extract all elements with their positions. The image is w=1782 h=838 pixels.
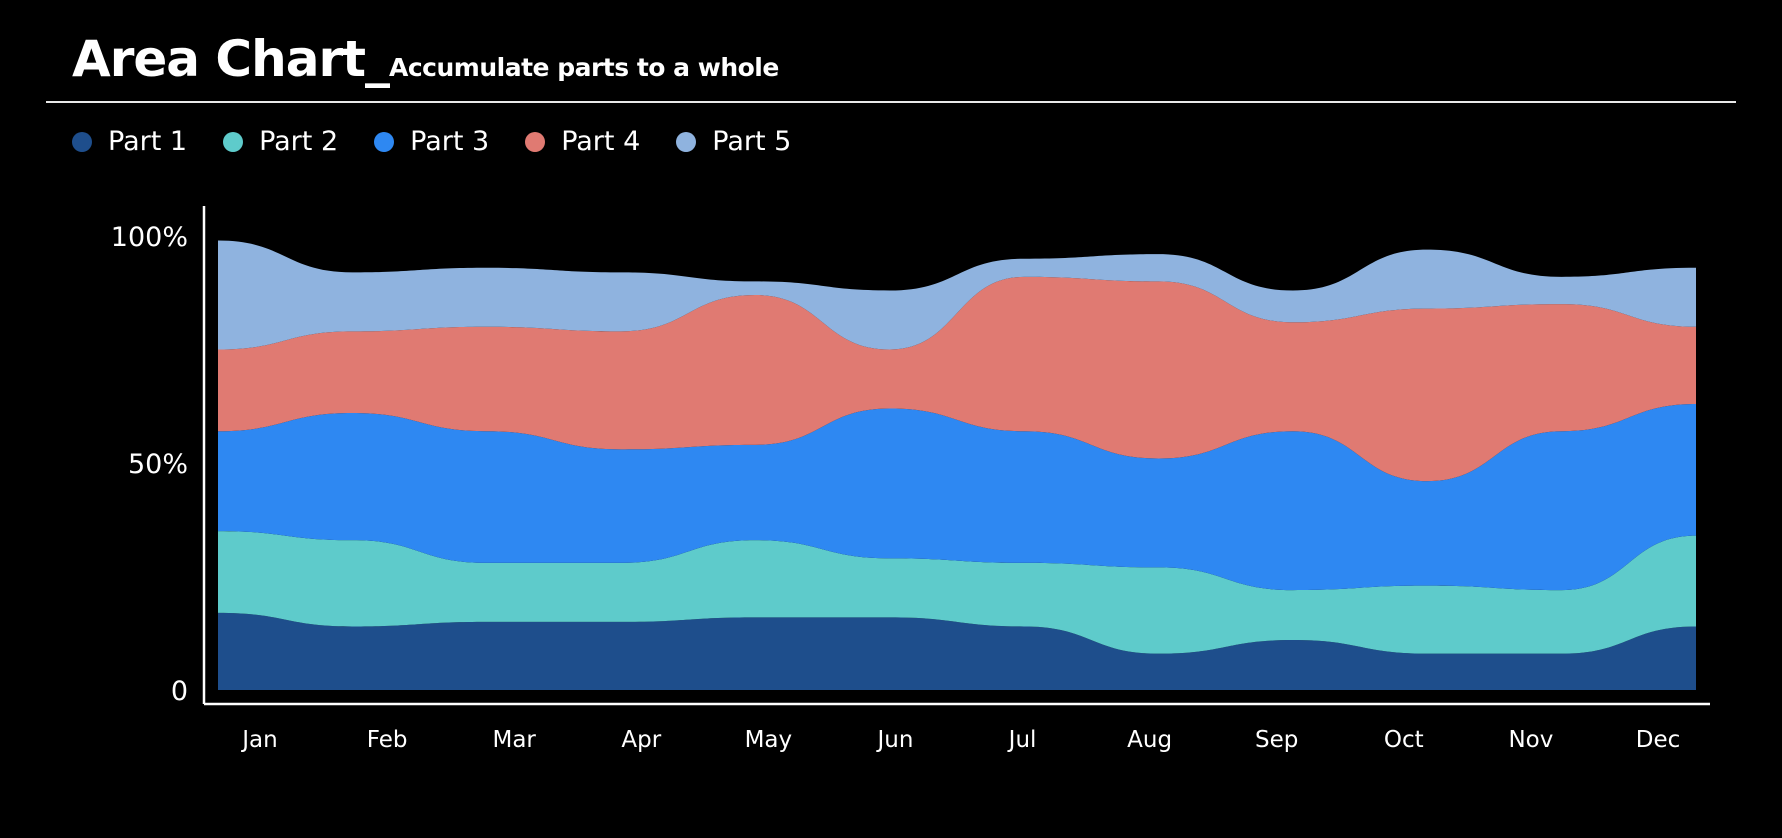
legend-dot-part-3: [374, 131, 395, 152]
chart-subtitle: Accumulate parts to a whole: [389, 53, 779, 82]
legend-label-part-5: Part 5: [712, 126, 792, 157]
chart-title: Area Chart_Accumulate parts to a whole: [72, 30, 779, 88]
legend-item-part-2: Part 2: [223, 126, 338, 157]
title-divider: [46, 101, 1736, 103]
legend-item-part-1: Part 1: [72, 126, 187, 157]
chart-title-main: Area Chart_: [72, 30, 390, 88]
x-tick-label-dec: Dec: [1636, 727, 1681, 753]
area-series-group: [218, 240, 1696, 690]
x-tick-label-mar: Mar: [492, 727, 536, 753]
y-tick-label: 100%: [111, 222, 188, 253]
x-axis-ticks: Jan Feb Mar Apr May Jun Jul Aug Sep Oct Nov Dec: [240, 727, 1680, 753]
legend-dot-part-2: [223, 131, 244, 152]
legend-label-part-4: Part 4: [561, 126, 641, 157]
area-series-part-5: [218, 240, 1696, 350]
legend-item-part-5: Part 5: [676, 126, 791, 157]
x-tick-label-sep: Sep: [1255, 727, 1298, 753]
area-series-part-2: [218, 531, 1696, 654]
x-tick-label-feb: Feb: [367, 727, 408, 753]
x-tick-label-aug: Aug: [1127, 727, 1172, 753]
area-series-part-4: [218, 276, 1696, 482]
y-axis-ticks: 0 50% 100%: [111, 222, 188, 707]
legend: Part 1 Part 2 Part 3 Part 4 Part 5: [72, 126, 827, 157]
legend-label-part-3: Part 3: [410, 126, 490, 157]
area-series-part-3: [218, 403, 1696, 591]
legend-label-part-1: Part 1: [108, 126, 188, 157]
area-series-part-1: [218, 612, 1696, 690]
legend-dot-part-1: [72, 131, 92, 152]
x-tick-label-may: May: [745, 727, 793, 753]
x-tick-label-apr: Apr: [621, 727, 661, 753]
legend-dot-part-4: [525, 131, 546, 152]
x-tick-label-jul: Jul: [1007, 727, 1037, 753]
x-tick-label-jan: Jan: [240, 727, 277, 753]
legend-dot-part-5: [676, 131, 697, 152]
legend-item-part-3: Part 3: [374, 126, 489, 157]
legend-label-part-2: Part 2: [259, 126, 339, 157]
y-tick-label: 0: [171, 676, 188, 707]
x-tick-label-oct: Oct: [1384, 727, 1424, 753]
x-tick-label-nov: Nov: [1508, 727, 1553, 753]
y-tick-label: 50%: [128, 449, 188, 480]
legend-item-part-4: Part 4: [525, 126, 640, 157]
x-tick-label-jun: Jun: [875, 727, 913, 753]
